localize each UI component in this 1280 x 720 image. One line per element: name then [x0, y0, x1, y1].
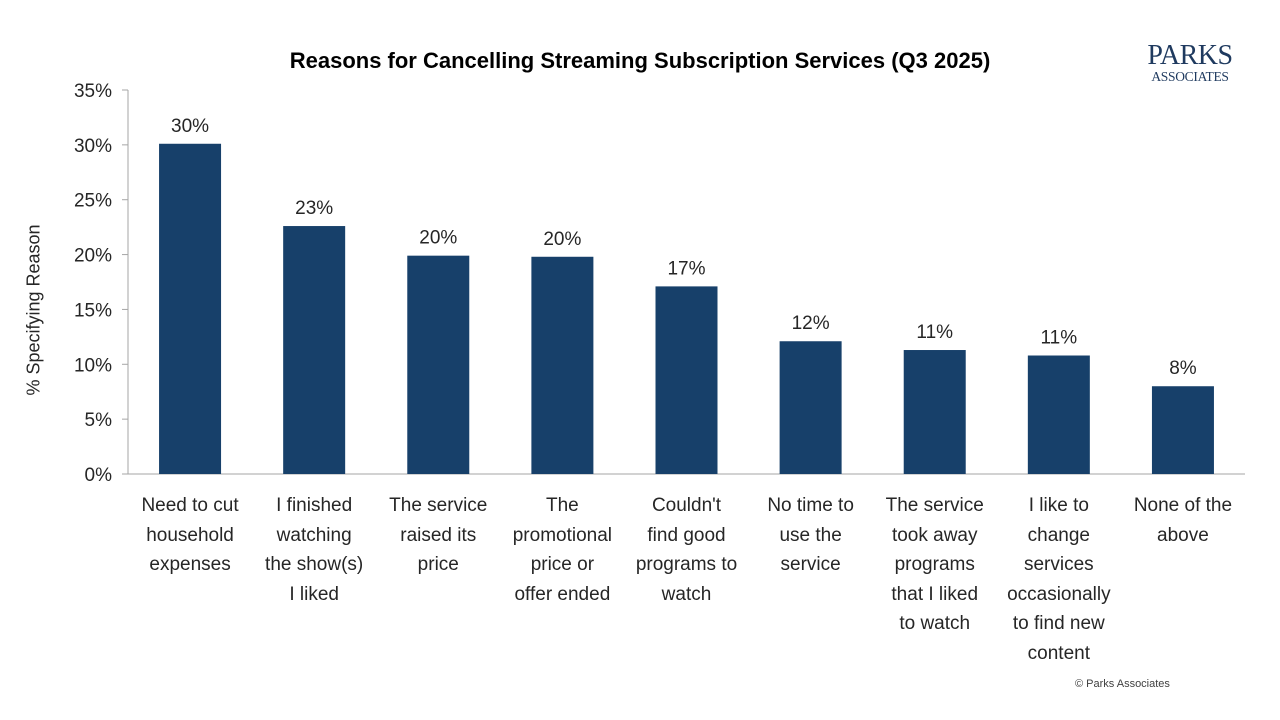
- x-tick-label-line: above: [1157, 524, 1209, 546]
- logo-line-2: ASSOCIATES: [1151, 69, 1229, 84]
- x-tick-label-line: I liked: [289, 583, 339, 605]
- data-label: 12%: [792, 313, 830, 334]
- bar: [407, 255, 470, 474]
- x-tick-label-line: raised its: [400, 524, 477, 546]
- x-tick-label-line: service: [780, 554, 841, 575]
- x-tick-label-line: use the: [779, 524, 842, 546]
- x-tick-label: Need to cut household expenses: [128, 491, 252, 580]
- x-tick-label-line: price or: [530, 554, 595, 575]
- y-tick-label: 35%: [74, 81, 112, 102]
- x-tick-label-line: to find new: [1012, 613, 1105, 634]
- y-tick-label: 25%: [74, 191, 112, 212]
- data-label: 8%: [1169, 358, 1197, 379]
- bar: [283, 226, 346, 474]
- x-tick-label: I finished watching the show(s) I liked: [252, 491, 376, 609]
- x-tick-label: No time to use the service: [749, 491, 873, 580]
- x-tick-label: None of the above: [1121, 491, 1245, 550]
- x-tick-label-line: watch: [661, 583, 712, 605]
- data-label: 20%: [419, 228, 457, 249]
- x-tick-label-line: I finished: [276, 495, 353, 516]
- x-tick-label-line: find good: [647, 524, 726, 546]
- x-tick-label-line: offer ended: [514, 583, 611, 605]
- x-tick-label-line: to watch: [899, 613, 971, 634]
- x-tick-label-line: No time to: [767, 495, 854, 516]
- data-label: 30%: [171, 116, 209, 137]
- data-label: 11%: [1041, 328, 1078, 349]
- x-tick-label-line: household: [146, 524, 234, 546]
- x-tick-label-line: The service: [389, 495, 488, 516]
- y-tick-label: 30%: [74, 136, 112, 157]
- x-tick-label: The service took away programs that I liked…: [873, 491, 997, 639]
- y-tick-label: 10%: [74, 355, 112, 376]
- x-tick-label-line: change: [1027, 524, 1090, 546]
- x-tick-label-line: Need to cut: [141, 495, 239, 516]
- y-tick-label: 0%: [85, 465, 113, 486]
- data-label: 20%: [543, 229, 581, 250]
- bar: [159, 143, 222, 474]
- x-tick-label-line: Couldn't: [651, 495, 722, 516]
- x-tick-label: I like to change services occasionally to fi…: [997, 491, 1121, 668]
- x-tick-label: The promotional price or offer ended: [500, 491, 624, 609]
- x-tick-label-line: programs to: [635, 554, 738, 575]
- x-tick-label-line: watching: [276, 524, 352, 546]
- x-tick-label-line: occasionally: [1007, 583, 1111, 605]
- bar: [655, 286, 718, 474]
- data-label: 11%: [916, 322, 953, 343]
- bar: [779, 341, 842, 474]
- bar: [531, 256, 594, 474]
- x-tick-label-line: The service: [885, 495, 984, 516]
- x-tick-label-line: programs: [894, 554, 975, 575]
- y-tick-label: 5%: [85, 410, 113, 431]
- chart-title: Reasons for Cancelling Streaming Subscri…: [289, 48, 991, 73]
- x-tick-label-line: content: [1027, 642, 1090, 664]
- data-label: 17%: [667, 258, 705, 279]
- x-tick-label-line: price: [417, 554, 459, 575]
- x-tick-label-line: promotional: [512, 524, 613, 546]
- parks-associates-logo: PARKS ASSOCIATES: [1140, 42, 1240, 84]
- copyright-notice: © Parks Associates: [1075, 678, 1170, 690]
- logo-line-1: PARKS: [1147, 40, 1233, 71]
- y-tick-label: 15%: [74, 300, 112, 321]
- x-tick-label-line: The: [546, 495, 579, 516]
- bar: [1027, 355, 1090, 474]
- bar: [1151, 386, 1214, 474]
- x-tick-label-line: took away: [891, 524, 978, 546]
- bar: [903, 350, 966, 474]
- y-tick-label: 20%: [74, 246, 112, 267]
- x-tick-label-line: I like to: [1028, 495, 1089, 516]
- x-tick-label-line: services: [1023, 554, 1094, 575]
- x-tick-label-line: None of the: [1133, 495, 1233, 516]
- x-tick-label-line: that I liked: [891, 583, 979, 605]
- x-tick-label-line: the show(s): [265, 554, 364, 575]
- data-label: 23%: [295, 198, 333, 219]
- x-tick-label: The service raised its price: [376, 491, 500, 580]
- x-tick-label: Couldn't find good programs to watch: [625, 491, 749, 609]
- x-tick-label-line: expenses: [149, 554, 231, 575]
